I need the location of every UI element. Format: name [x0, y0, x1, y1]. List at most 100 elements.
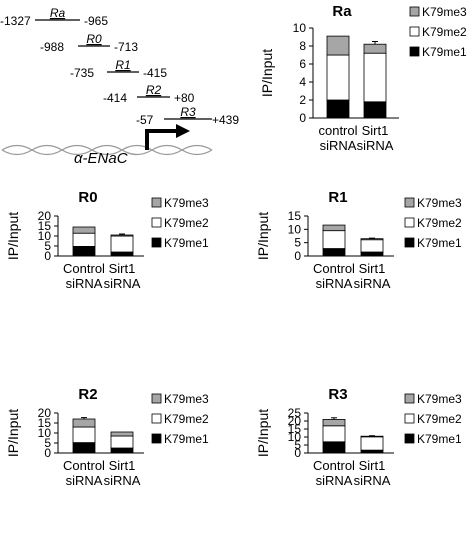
bar-k79me2: [110, 435, 134, 449]
y-axis-label: IP/Input: [259, 49, 275, 97]
y-tick-label: 15: [288, 209, 302, 223]
region-start-label: -988: [40, 40, 64, 54]
bar-k79me1: [110, 447, 134, 454]
tss-arrow-icon: [145, 124, 190, 150]
bar-k79me3: [322, 224, 346, 232]
bar-k79me2: [326, 54, 350, 101]
bar-k79me2: [72, 426, 96, 444]
gene-label: α-ENaC: [74, 150, 128, 167]
y-tick-label: 0: [294, 446, 301, 460]
y-tick-label: 0: [44, 446, 51, 460]
region-name: Ra: [50, 6, 66, 20]
y-tick-label: 5: [294, 438, 301, 452]
bar-k79me3: [110, 234, 134, 237]
y-tick-label: 0: [294, 249, 301, 263]
legend-swatch: [409, 6, 420, 17]
y-tick-label: 10: [288, 430, 302, 444]
legend-swatch: [404, 217, 415, 228]
bar-k79me1: [360, 449, 384, 454]
legend-swatch: [151, 393, 162, 404]
legend: K79me3 K79me2 K79me1: [151, 392, 209, 446]
bar-k79me1: [72, 442, 96, 454]
y-tick-label: 20: [38, 406, 52, 420]
legend-swatch: [409, 46, 420, 57]
legend-label: K79me3: [164, 392, 209, 406]
region-r1: -735 R1 -415: [70, 58, 167, 80]
x-tick-label: siRNA: [354, 473, 391, 488]
y-tick-label: 10: [288, 222, 302, 236]
bar-k79me3: [72, 418, 96, 428]
region-name: R2: [146, 83, 162, 97]
legend-label: K79me1: [164, 236, 209, 250]
x-tick-label: Control: [63, 261, 105, 276]
x-tick-label: Sirt1: [362, 123, 389, 138]
chart-title: R1: [328, 189, 347, 206]
region-start-label: -57: [136, 113, 154, 127]
region-end-label: +80: [174, 91, 195, 105]
chart-title: Ra: [332, 3, 352, 20]
x-tick-label: siRNA: [316, 276, 353, 291]
legend-label: K79me2: [164, 216, 209, 230]
promoter-diagram: -1327 Ra -965 -988 R0 -713 -735 R1 -415 -414 R2 +80…: [0, 6, 239, 167]
y-tick-label: 0: [44, 249, 51, 263]
bar-k79me1: [326, 99, 350, 119]
legend-label: K79me1: [422, 45, 467, 59]
dna-strand-2: [1, 144, 213, 156]
x-tick-label: Control: [313, 458, 355, 473]
y-tick-label: 6: [299, 57, 306, 71]
y-tick-label: 15: [38, 219, 52, 233]
legend: K79me3 K79me2 K79me1: [404, 392, 462, 446]
bar-k79me3: [360, 435, 384, 438]
y-tick-label: 15: [288, 422, 302, 436]
region-end-label: -965: [84, 14, 108, 28]
y-tick-label: 10: [293, 21, 307, 35]
region-start-label: -1327: [0, 14, 31, 28]
bar-k79me2: [363, 52, 387, 103]
y-tick-label: 5: [294, 236, 301, 250]
legend-swatch: [151, 413, 162, 424]
y-tick-label: 4: [299, 75, 306, 89]
legend-label: K79me2: [417, 412, 462, 426]
y-tick-label: 25: [288, 406, 302, 420]
charts: RaIP/Input0246810controlsiRNASirt1siRNAK…: [5, 3, 467, 488]
legend-label: K79me2: [164, 412, 209, 426]
legend-swatch: [404, 393, 415, 404]
y-tick-label: 10: [38, 229, 52, 243]
legend-label: K79me3: [422, 5, 467, 19]
x-tick-label: Sirt1: [359, 261, 386, 276]
y-tick-label: 8: [299, 39, 306, 53]
region-end-label: -415: [143, 66, 167, 80]
legend-label: K79me1: [164, 432, 209, 446]
legend-swatch: [404, 413, 415, 424]
y-axis-label: IP/Input: [255, 409, 271, 457]
x-tick-label: siRNA: [66, 473, 103, 488]
y-axis-label: IP/Input: [5, 212, 21, 260]
dna-helix: [1, 144, 213, 156]
legend-label: K79me3: [417, 196, 462, 210]
x-tick-label: Control: [313, 261, 355, 276]
region-start-label: -735: [70, 66, 94, 80]
legend-swatch: [404, 237, 415, 248]
y-axis-label: IP/Input: [5, 409, 21, 457]
region-name: R3: [180, 105, 196, 119]
y-axis-label: IP/Input: [255, 212, 271, 260]
chart-title: R3: [328, 386, 347, 403]
bar-k79me2: [360, 436, 384, 451]
legend: K79me3 K79me2 K79me1: [404, 196, 462, 250]
legend-swatch: [151, 237, 162, 248]
bar-k79me1: [360, 251, 384, 257]
y-tick-label: 20: [288, 414, 302, 428]
y-tick-label: 10: [38, 426, 52, 440]
bar-k79me3: [360, 238, 384, 241]
bar-k79me1: [322, 441, 346, 454]
y-tick-label: 5: [44, 239, 51, 253]
x-tick-label: siRNA: [104, 276, 141, 291]
legend-swatch: [151, 217, 162, 228]
x-tick-label: Sirt1: [109, 458, 136, 473]
y-tick-label: 20: [38, 209, 52, 223]
region-name: R0: [86, 32, 102, 46]
